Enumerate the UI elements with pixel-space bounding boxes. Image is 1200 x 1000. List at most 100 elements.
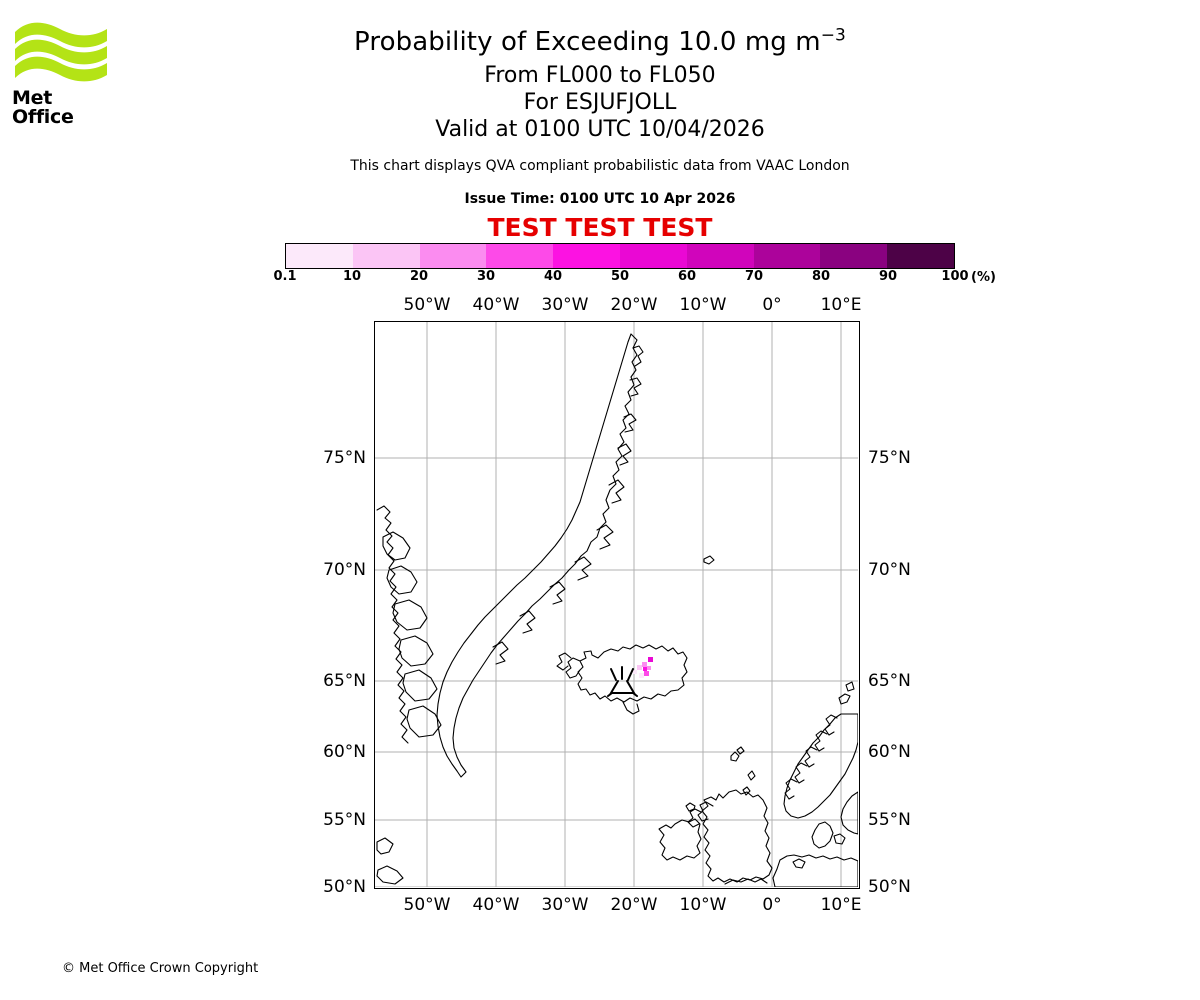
colorbar-tick-0.1: 0.1 [273, 269, 297, 284]
copyright-notice: © Met Office Crown Copyright [62, 961, 259, 976]
baffin-island-4 [398, 635, 434, 667]
map-canvas [375, 322, 858, 887]
baffin-island-5 [402, 669, 438, 702]
coastlines [376, 333, 858, 887]
greenland-fjord-8 [549, 581, 566, 605]
baffin-island-1 [382, 531, 411, 561]
colorbar-tick-100: 100 [941, 269, 969, 284]
orkney-islands [742, 786, 751, 796]
colorbar-tick-labels: 0.1 10 20 30 40 50 60 70 80 90 100 [273, 269, 968, 287]
colorbar-band-2 [419, 244, 487, 268]
lon-label-top-10°W: 10°W [679, 295, 727, 315]
lat-label-right-65°N: 65°N [868, 671, 911, 691]
greenland-fjord-7 [574, 556, 592, 581]
ash-cell [639, 673, 644, 678]
ash-probability-cells [633, 657, 653, 678]
norway-coastline [783, 713, 858, 819]
lat-label-left-65°N: 65°N [323, 671, 366, 691]
friesland [792, 858, 806, 869]
ash-cell [643, 667, 647, 671]
lat-label-left-60°N: 60°N [323, 742, 366, 762]
colorbar-tick-50: 50 [610, 269, 630, 284]
lon-label-top-10°E: 10°E [820, 295, 862, 315]
test-banner: TEST TEST TEST [487, 213, 713, 242]
lat-label-left-50°N: 50°N [323, 877, 366, 897]
colorbar-tick-10: 10 [342, 269, 362, 284]
colorbar-unit-label: (%) [971, 270, 996, 285]
great-britain-coastline [701, 789, 773, 883]
hebrides [687, 808, 702, 828]
norway-fjord-5 [784, 778, 798, 800]
denmark-coastline [811, 821, 834, 849]
norway-north-island [838, 693, 851, 705]
colorbar-tick-20: 20 [409, 269, 429, 284]
probability-colorbar [285, 243, 955, 269]
esjufjoll-volcano-marker [607, 666, 638, 697]
greenland-fjord-2 [629, 377, 642, 397]
lon-label-bottom-10°E: 10°E [820, 895, 862, 915]
outer-hebrides [685, 802, 696, 812]
qva-compliance-note: This chart displays QVA compliant probab… [350, 158, 850, 174]
ash-cell [648, 657, 653, 662]
ash-cell [644, 671, 649, 676]
greenland-fjord-9 [519, 610, 536, 634]
baffin-island-2 [386, 565, 418, 595]
colorbar-band-7 [753, 244, 821, 268]
colorbar-tick-90: 90 [878, 269, 898, 284]
lon-label-top-40°W: 40°W [472, 295, 520, 315]
iceland-coastline [577, 644, 688, 703]
lon-label-bottom-0°: 0° [762, 895, 782, 915]
scotland-west-coast [697, 801, 714, 822]
lon-label-bottom-20°W: 20°W [610, 895, 658, 915]
lon-label-bottom-40°W: 40°W [472, 895, 520, 915]
colorbar-band-8 [820, 244, 888, 268]
zealand-island [833, 833, 846, 845]
continental-coastline [772, 854, 858, 887]
colorbar-tick-40: 40 [543, 269, 563, 284]
greenland-fjord-6 [596, 524, 614, 550]
lat-label-right-75°N: 75°N [868, 448, 911, 468]
volcano-name-label: For ESJUFJOLL [523, 90, 677, 115]
norway-fjord-1 [824, 714, 838, 736]
colorbar-tick-80: 80 [811, 269, 831, 284]
colorbar-band-4 [553, 244, 620, 268]
forecast-map[interactable] [374, 321, 860, 889]
faroe-islands [730, 751, 740, 762]
lat-label-right-70°N: 70°N [868, 560, 911, 580]
ash-cell [633, 670, 637, 674]
colorbar-band-9 [887, 244, 954, 268]
norway-fjord-2 [814, 730, 828, 752]
colorbar-tick-60: 60 [677, 269, 697, 284]
ash-cell [642, 662, 647, 667]
lat-label-left-70°N: 70°N [323, 560, 366, 580]
labrador-tip [376, 837, 394, 855]
jan-mayen [703, 555, 715, 565]
baffin-island-6 [406, 705, 442, 738]
colorbar-band-3 [486, 244, 554, 268]
map-gridlines [375, 322, 858, 887]
issue-time-label: Issue Time: 0100 UTC 10 Apr 2026 [464, 191, 736, 207]
colorbar-band-5 [619, 244, 687, 268]
iceland-westfjords [565, 657, 581, 679]
newfoundland [376, 865, 404, 885]
greenland-fjord-10 [492, 641, 509, 665]
lofoten [845, 681, 855, 692]
colorbar-tick-70: 70 [744, 269, 764, 284]
greenland-fjord-4 [617, 443, 632, 466]
page-title: Probability of Exceeding 10.0 mg m−3 [0, 26, 1200, 58]
ireland-coastline [658, 818, 702, 861]
greenland-coastline [436, 333, 638, 778]
met-office-wave-icon [15, 22, 107, 82]
faroe-islands-2 [736, 746, 745, 755]
colorbar-band-1 [352, 244, 420, 268]
lon-label-top-0°: 0° [762, 295, 782, 315]
valid-time-label: Valid at 0100 UTC 10/04/2026 [435, 117, 765, 142]
lon-label-bottom-50°W: 50°W [403, 895, 451, 915]
baffin-coastline [376, 505, 409, 744]
france-north-coast [724, 878, 768, 885]
lon-label-top-30°W: 30°W [541, 295, 589, 315]
flight-level-label: From FL000 to FL050 [484, 63, 716, 88]
lat-label-left-55°N: 55°N [323, 810, 366, 830]
greenland-fjord-3 [623, 413, 637, 433]
ash-cell [647, 666, 651, 670]
